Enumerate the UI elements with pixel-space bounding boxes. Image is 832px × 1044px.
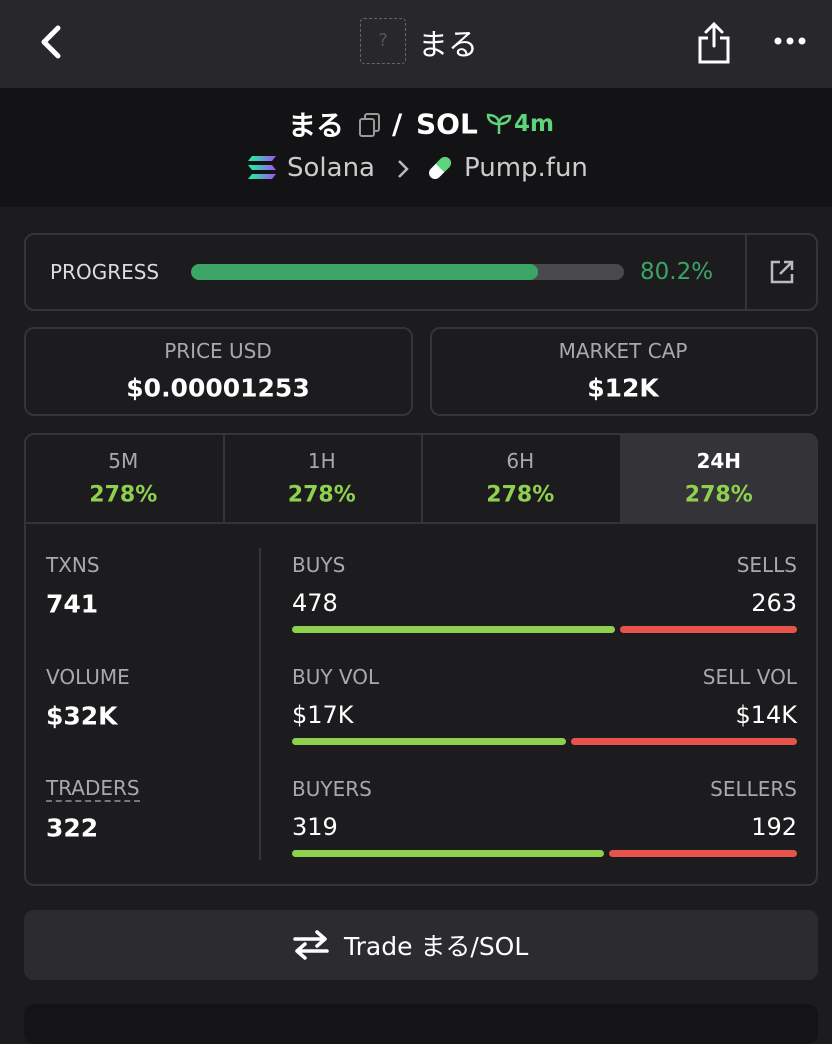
progress-track: [191, 264, 624, 280]
split-label: BUY VOL: [292, 665, 380, 689]
stat-label: VOLUME: [46, 665, 130, 689]
dex-name: Pump.fun: [464, 153, 588, 183]
tab-change: 278%: [486, 482, 555, 508]
copy-button[interactable]: [358, 112, 382, 138]
trade-button[interactable]: [24, 910, 818, 980]
price-card: [24, 327, 413, 416]
stat-label: TXNS: [46, 553, 100, 577]
column-divider: [259, 548, 261, 860]
split-label: BUYERS: [292, 777, 372, 801]
back-button[interactable]: [36, 24, 68, 60]
dex-logo: [429, 157, 451, 179]
tab-label: 6H: [506, 449, 535, 473]
sell-bar: [609, 850, 797, 857]
pair-header: [0, 88, 832, 207]
buy-bar: [292, 626, 615, 633]
pair-age: 4m: [514, 111, 554, 137]
split-label: SELL VOL: [702, 665, 797, 689]
more-button[interactable]: [772, 34, 808, 48]
divider: [745, 235, 747, 309]
progress-label: PROGRESS: [50, 260, 160, 284]
price-value: $0.00001253: [126, 373, 310, 403]
token-icon-placeholder: ?: [360, 18, 406, 64]
timeframe-tab[interactable]: [222, 433, 421, 524]
top-bar: [0, 0, 832, 88]
stat-value: 741: [46, 589, 99, 619]
trade-button-label: Trade まる/SOL: [344, 932, 529, 961]
tab-label: 5M: [108, 449, 139, 473]
split-value: 319: [292, 813, 338, 841]
stat-label: TRADERS: [46, 776, 140, 802]
token-name: まる: [288, 109, 345, 142]
tab-label: 24H: [696, 449, 742, 473]
quote-symbol: SOL: [416, 107, 478, 141]
external-link-button[interactable]: [768, 258, 796, 286]
price-label: PRICE USD: [164, 339, 272, 363]
stat-value: $32K: [46, 701, 118, 731]
tab-change: 278%: [287, 482, 356, 508]
progress-card: [24, 233, 818, 311]
tab-label: 1H: [307, 449, 336, 473]
top-title: まる: [418, 28, 478, 63]
market-cap-label: MARKET CAP: [558, 339, 688, 363]
age-icon: [486, 113, 512, 134]
progress-fill: [191, 264, 539, 280]
breadcrumb-arrow: [398, 160, 409, 178]
split-value: 192: [751, 813, 797, 841]
tab-change: 278%: [684, 482, 753, 508]
split-label: BUYS: [292, 553, 346, 577]
split-label: SELLS: [736, 553, 797, 577]
timeframe-tab[interactable]: [24, 433, 223, 524]
chain-name: Solana: [287, 153, 375, 183]
chain-logo: [248, 156, 276, 179]
buy-bar: [292, 738, 567, 745]
split-value: 478: [292, 589, 338, 617]
next-section: [24, 1004, 818, 1044]
swap-icon: [293, 930, 329, 960]
buy-bar: [292, 850, 605, 857]
progress-value: 80.2%: [640, 259, 714, 285]
split-value: $17K: [292, 701, 354, 729]
timeframe-tab[interactable]: [421, 433, 620, 524]
market-cap-value: $12K: [587, 373, 659, 403]
split-label: SELLERS: [710, 777, 797, 801]
sell-bar: [619, 626, 797, 633]
split-value: $14K: [735, 701, 797, 729]
split-value: 263: [751, 589, 797, 617]
stat-value: 322: [46, 813, 99, 843]
pair-separator: /: [392, 107, 403, 141]
tab-change: 278%: [89, 482, 158, 508]
market-cap-card: [430, 327, 818, 416]
sell-bar: [571, 738, 797, 745]
timeframe-tab[interactable]: [619, 433, 818, 524]
share-button[interactable]: [696, 20, 732, 64]
